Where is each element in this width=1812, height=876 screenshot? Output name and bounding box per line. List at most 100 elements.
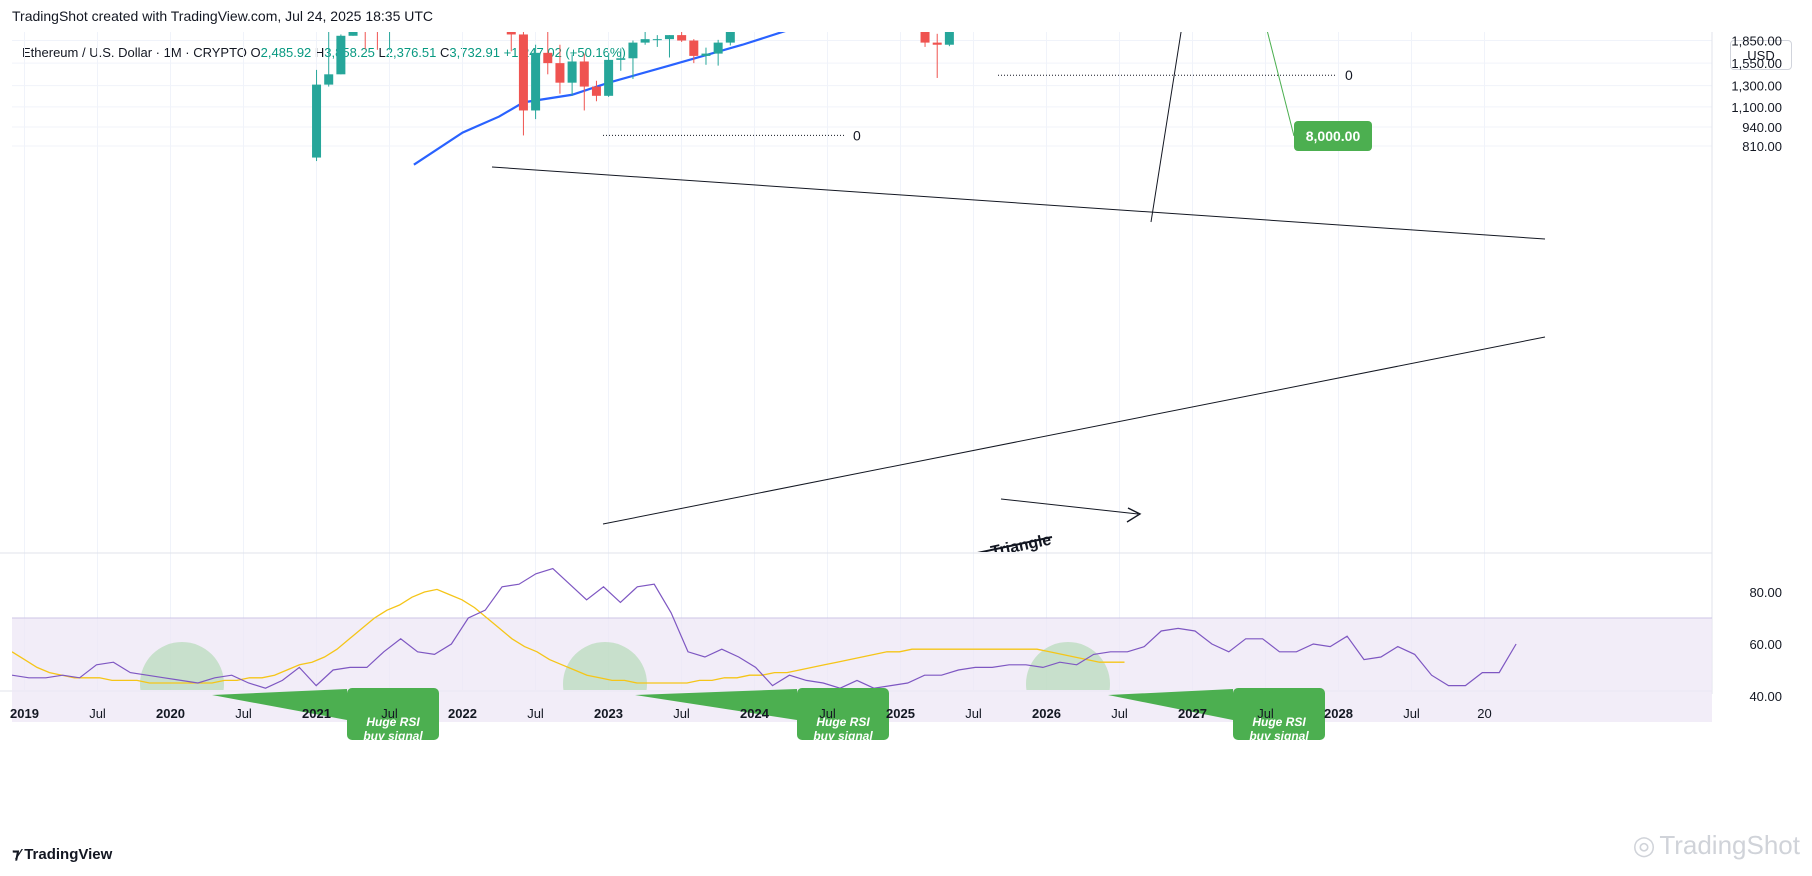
candle-body: [579, 61, 589, 87]
candle-body: [920, 32, 930, 43]
rsi-callout-box: [1233, 688, 1325, 740]
price-tick-label: 1,850.00: [1731, 34, 1782, 49]
candle-body: [689, 40, 699, 56]
upper-trendline: [491, 166, 1546, 240]
rsi-callout-line2: buy signal: [813, 729, 873, 743]
price-tick-label: 810.00: [1742, 139, 1782, 154]
triangle-arrowhead: [1126, 507, 1142, 523]
time-tick-label: Jul: [527, 706, 544, 721]
gridlines: [12, 32, 1712, 690]
candle-body: [677, 35, 687, 41]
rsi-callout-box: [797, 688, 889, 740]
rsi-callout-line2: buy signal: [363, 729, 423, 743]
price-tick-label: 1,300.00: [1731, 79, 1782, 94]
candle-body: [506, 32, 516, 35]
rsi-callout-wedge: [212, 689, 347, 720]
candle-body: [628, 42, 638, 59]
high-label: H: [314, 45, 325, 60]
close-label: C: [440, 45, 450, 60]
rsi-callout-wedge: [1108, 689, 1233, 720]
candle-body: [567, 61, 577, 83]
time-tick-label: Jul: [1403, 706, 1420, 721]
time-tick-label: 2022: [448, 706, 477, 721]
rsi-callout-wedge: [635, 689, 797, 720]
candle-body: [725, 32, 735, 43]
rsi-signal-circle: [1026, 642, 1110, 690]
price-tick-label: 940.00: [1742, 120, 1782, 135]
rsi-line: [12, 567, 1517, 689]
time-tick-label: Jul: [965, 706, 982, 721]
time-tick-label: 2021: [302, 706, 331, 721]
candle-body: [518, 34, 528, 111]
rsi-callout-line1: Huge RSI: [1252, 715, 1306, 729]
symbol-label[interactable]: Ethereum / U.S. Dollar · 1M · CRYPTO: [22, 45, 247, 60]
candle-body: [652, 39, 662, 41]
price-tick-label: 1,100.00: [1731, 100, 1782, 115]
low-value: 2,376.51: [385, 45, 437, 60]
chart-caption: TradingShot created with TradingView.com…: [12, 8, 434, 24]
open-label: O: [250, 45, 261, 60]
watermark-text: TradingShot: [1659, 830, 1800, 860]
time-tick-label: Jul: [89, 706, 106, 721]
target-connector: [1266, 32, 1295, 137]
time-tick-label: 20: [1477, 706, 1491, 721]
candle-body: [543, 52, 553, 64]
candle-body: [701, 53, 711, 56]
candle-body: [616, 58, 626, 60]
candle-body: [336, 35, 346, 75]
candle-body: [324, 74, 334, 85]
rsi-pane: [12, 567, 1517, 690]
time-tick-label: Jul: [819, 706, 836, 721]
triangle-arrow-thin: [1000, 498, 1139, 515]
moving-average-line: [413, 32, 786, 166]
time-tick-label: 2026: [1032, 706, 1061, 721]
lower-trendline: [602, 336, 1546, 525]
rsi-tick-label: 60.00: [1749, 637, 1782, 652]
watermark-icon: ◎: [1632, 830, 1656, 860]
candle-body: [640, 39, 650, 43]
candle-body: [555, 63, 565, 83]
time-tick-label: Jul: [1111, 706, 1128, 721]
candle-body: [531, 52, 541, 111]
target-label: 8,000.00: [1306, 128, 1361, 144]
fib-label-0-top: 0: [1345, 67, 1353, 83]
time-tick-label: Jul: [235, 706, 252, 721]
time-tick-label: 2020: [156, 706, 185, 721]
time-tick-label: Jul: [673, 706, 690, 721]
candle-body: [348, 32, 358, 36]
price-pane: 1.618101.6180Triangle8,000.00: [312, 32, 1546, 561]
candle-body: [664, 35, 674, 40]
candle-body: [312, 84, 322, 158]
candle-body: [591, 86, 601, 96]
fib-label-0-mid: 0: [853, 127, 861, 143]
tradingview-icon: ⁊⁄: [12, 846, 20, 863]
pattern-label: Triangle: [989, 532, 1053, 561]
time-tick-label: 2019: [10, 706, 39, 721]
candles: [312, 32, 954, 162]
time-tick-label: Jul: [1257, 706, 1274, 721]
currency-selector[interactable]: USD: [1730, 40, 1792, 70]
time-tick-label: Jul: [381, 706, 398, 721]
rsi-callout-box: [347, 688, 439, 740]
candle-body: [713, 42, 723, 54]
triangle-arrow-bold: [977, 536, 1053, 552]
candle-body: [944, 32, 954, 45]
low-label: L: [378, 45, 386, 60]
candle-body: [932, 42, 942, 45]
time-tick-label: 2027: [1178, 706, 1207, 721]
target-label-box: [1294, 121, 1372, 151]
rsi-callout-line1: Huge RSI: [366, 715, 420, 729]
rsi-signal-circle: [563, 642, 647, 690]
time-tick-label: 2024: [740, 706, 770, 721]
tradingshot-watermark: ◎ TradingShot: [1633, 830, 1800, 861]
open-value: 2,485.92: [260, 45, 312, 60]
drawings: [491, 74, 1546, 525]
tradingview-logo[interactable]: ⁊⁄ TradingView: [12, 845, 112, 864]
time-tick-label: 2028: [1324, 706, 1353, 721]
rsi-signal-circle: [140, 642, 224, 690]
time-tick-label: 2025: [886, 706, 915, 721]
projection-arrow: [1150, 32, 1182, 223]
rsi-callout-line2: buy signal: [1249, 729, 1309, 743]
price-tick-label: 1,550.00: [1731, 56, 1782, 71]
